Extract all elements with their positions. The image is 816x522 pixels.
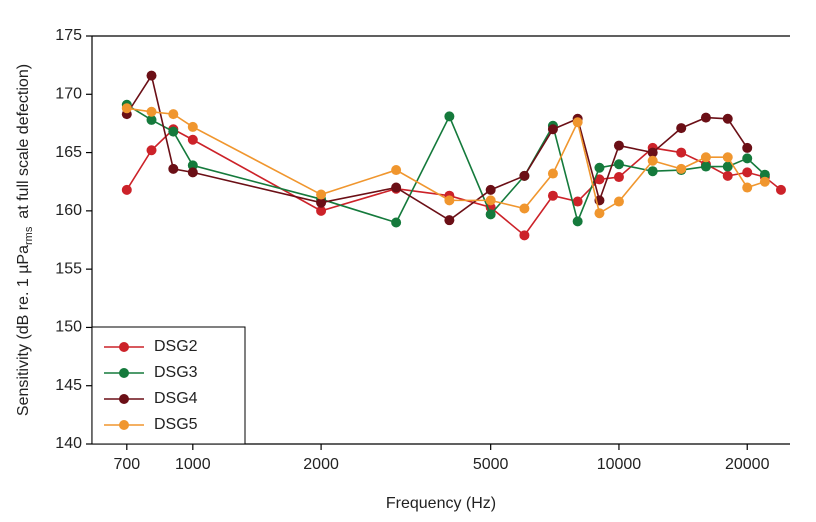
data-point (700, 112, 711, 123)
data-point (722, 113, 733, 124)
legend-label: DSG4 (154, 390, 198, 407)
y-tick-label: 145 (55, 377, 82, 394)
legend-label: DSG2 (154, 338, 198, 355)
data-point (187, 121, 198, 132)
y-tick-label: 175 (55, 27, 82, 44)
data-point (572, 196, 583, 207)
legend-marker (119, 342, 129, 352)
y-tick-label: 150 (55, 319, 82, 336)
data-point (647, 155, 658, 166)
data-point (742, 182, 753, 193)
data-point (187, 134, 198, 145)
data-point (444, 215, 455, 226)
data-point (613, 140, 624, 151)
data-point (146, 106, 157, 117)
data-point (444, 111, 455, 122)
data-point (594, 162, 605, 173)
data-point (547, 168, 558, 179)
legend-label: DSG5 (154, 416, 198, 433)
x-tick-label: 20000 (725, 456, 770, 473)
data-point (722, 152, 733, 163)
x-axis-label: Frequency (Hz) (386, 495, 496, 512)
legend-marker (119, 368, 129, 378)
x-tick-label: 700 (113, 456, 140, 473)
legend-label: DSG3 (154, 364, 198, 381)
data-point (613, 172, 624, 183)
data-point (168, 163, 179, 174)
x-tick-label: 10000 (597, 456, 642, 473)
data-point (547, 124, 558, 135)
data-point (572, 216, 583, 227)
data-point (594, 208, 605, 219)
data-point (547, 190, 558, 201)
data-point (146, 114, 157, 125)
legend-marker (119, 394, 129, 404)
y-tick-label: 165 (55, 144, 82, 161)
data-point (187, 160, 198, 171)
data-point (676, 123, 687, 134)
data-point (722, 170, 733, 181)
data-point (187, 167, 198, 178)
y-tick-label: 160 (55, 202, 82, 219)
data-point (742, 142, 753, 153)
y-label-text: Sensitivity (dB re. 1 µPa (15, 245, 32, 416)
data-point (775, 184, 786, 195)
data-point (519, 170, 530, 181)
data-point (759, 169, 770, 180)
data-point (759, 176, 770, 187)
y-label-suffix: at full scale defection) (15, 64, 32, 219)
data-point (722, 161, 733, 172)
data-point (519, 203, 530, 214)
data-point (391, 217, 402, 228)
data-point (121, 184, 132, 195)
data-point (485, 184, 496, 195)
data-point (121, 103, 132, 114)
data-point (519, 230, 530, 241)
y-tick-label: 155 (55, 260, 82, 277)
data-point (613, 159, 624, 170)
data-point (742, 153, 753, 164)
data-point (146, 145, 157, 156)
series-line (126, 104, 766, 224)
x-tick-label: 1000 (175, 456, 211, 473)
data-point (168, 109, 179, 120)
data-point (647, 166, 658, 177)
data-point (742, 167, 753, 178)
legend-marker (119, 420, 129, 430)
y-axis-label: Sensitivity (dB re. 1 µParms at full scal… (15, 64, 35, 416)
data-point (168, 126, 179, 137)
data-point (572, 117, 583, 128)
y-tick-label: 140 (55, 435, 82, 452)
data-point (146, 70, 157, 81)
data-point (316, 205, 327, 216)
x-tick-label: 5000 (473, 456, 509, 473)
data-point (647, 147, 658, 158)
data-point (444, 195, 455, 206)
data-point (594, 174, 605, 185)
data-point (676, 147, 687, 158)
data-point (700, 152, 711, 163)
data-point (316, 197, 327, 208)
y-label-subscript: rms (23, 226, 35, 245)
y-tick-label: 170 (55, 86, 82, 103)
data-point (613, 196, 624, 207)
data-point (391, 165, 402, 176)
x-tick-label: 2000 (303, 456, 339, 473)
data-point (700, 161, 711, 172)
legend: DSG2 DSG3 DSG4 DSG5 (91, 326, 246, 445)
data-point (485, 209, 496, 220)
data-point (676, 163, 687, 174)
data-point (391, 182, 402, 193)
data-point (316, 189, 327, 200)
data-point (485, 195, 496, 206)
